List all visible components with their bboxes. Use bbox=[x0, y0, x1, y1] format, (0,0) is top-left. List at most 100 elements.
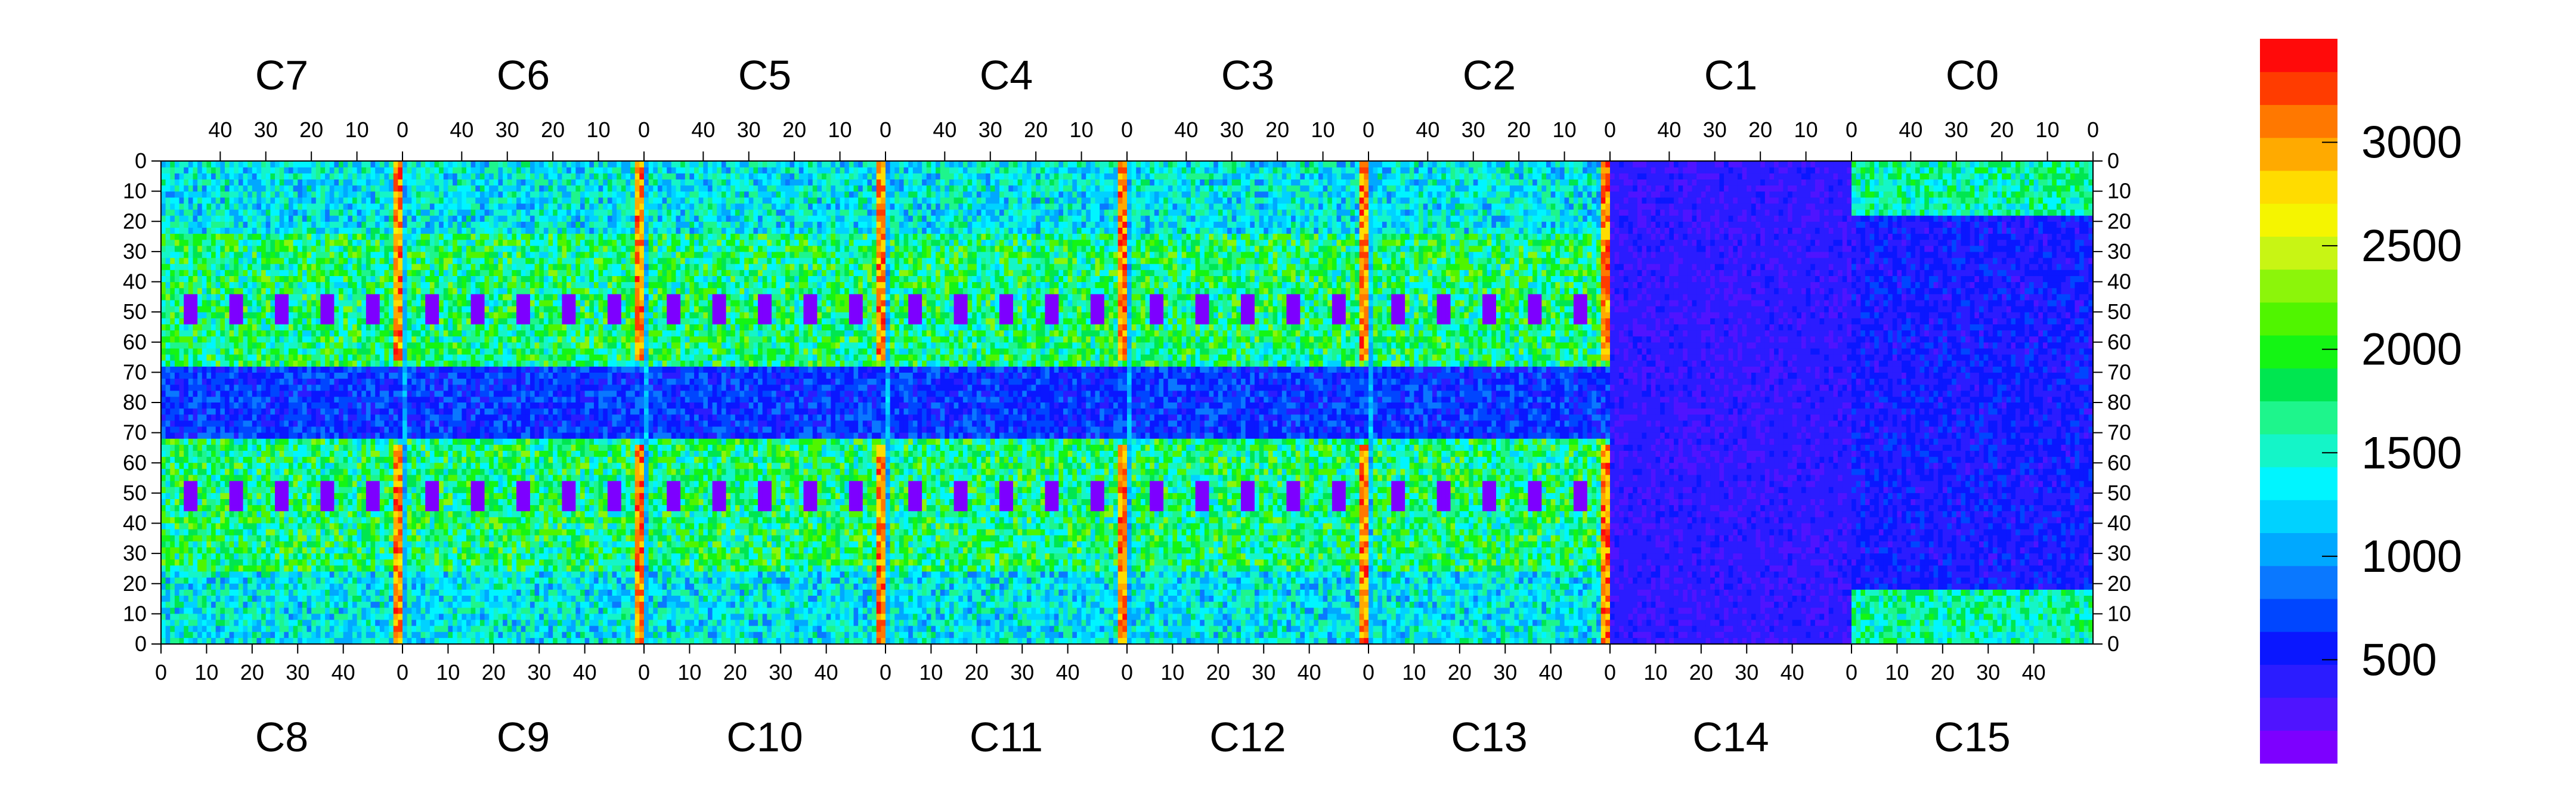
heatmap-cell bbox=[357, 475, 362, 482]
heatmap-cell bbox=[166, 234, 171, 240]
heatmap-cell bbox=[284, 348, 289, 355]
heatmap-cell bbox=[170, 275, 175, 282]
heatmap-cell bbox=[280, 596, 284, 602]
heatmap-cell bbox=[348, 318, 352, 324]
heatmap-cell bbox=[206, 559, 211, 566]
heatmap-cell bbox=[316, 469, 321, 475]
heatmap-cell bbox=[179, 336, 184, 343]
heatmap-cell bbox=[206, 209, 211, 216]
heatmap-cell bbox=[184, 463, 188, 469]
heatmap-cell bbox=[252, 553, 257, 560]
heatmap-cell bbox=[334, 234, 339, 240]
heatmap-cell bbox=[220, 203, 225, 210]
heatmap-cell bbox=[398, 391, 402, 397]
heatmap-cell bbox=[302, 481, 307, 488]
heatmap-cell bbox=[202, 487, 207, 494]
heatmap-cell bbox=[343, 475, 348, 482]
heatmap-cell bbox=[275, 264, 280, 270]
heatmap-cell bbox=[175, 535, 179, 542]
heatmap-cell bbox=[175, 379, 179, 385]
heatmap-cell bbox=[266, 185, 271, 192]
heatmap-cell bbox=[330, 602, 335, 608]
heatmap-cell bbox=[389, 209, 394, 216]
heatmap-cell bbox=[225, 336, 230, 343]
heatmap-cell bbox=[394, 379, 398, 385]
heatmap-cell bbox=[216, 270, 221, 276]
heatmap-cell bbox=[193, 524, 197, 530]
heatmap-cell bbox=[380, 535, 385, 542]
heatmap-cell bbox=[298, 385, 302, 391]
heatmap-cell bbox=[357, 578, 362, 584]
heatmap-cell bbox=[206, 246, 211, 252]
heatmap-cell bbox=[247, 475, 252, 482]
heatmap-cell bbox=[307, 535, 312, 542]
heatmap-cell bbox=[366, 584, 371, 590]
heatmap-cell bbox=[256, 584, 261, 590]
heatmap-cell bbox=[197, 203, 202, 210]
heatmap-cell bbox=[184, 439, 188, 445]
heatmap-cell bbox=[275, 451, 280, 457]
heatmap-cell bbox=[371, 517, 376, 524]
heatmap-cell bbox=[302, 354, 307, 361]
heatmap-cell bbox=[188, 451, 193, 457]
heatmap-cell bbox=[261, 445, 266, 451]
heatmap-cell bbox=[211, 457, 216, 463]
heatmap-cell bbox=[230, 246, 234, 252]
heatmap-cell bbox=[316, 602, 321, 608]
heatmap-cell bbox=[220, 620, 225, 627]
heatmap-cell bbox=[184, 215, 188, 222]
heatmap-cell bbox=[398, 348, 402, 355]
heatmap-cell bbox=[339, 300, 343, 306]
heatmap-cell bbox=[188, 246, 193, 252]
heatmap-cell bbox=[234, 433, 239, 439]
heatmap-cell bbox=[256, 493, 261, 500]
heatmap-cell bbox=[293, 451, 298, 457]
heatmap-cell bbox=[280, 547, 284, 554]
heatmap-cell bbox=[230, 408, 234, 415]
heatmap-cell bbox=[243, 433, 248, 439]
heatmap-cell bbox=[243, 258, 248, 264]
heatmap-cell bbox=[293, 330, 298, 337]
heatmap-cell bbox=[193, 517, 197, 524]
heatmap-cell bbox=[230, 559, 234, 566]
heatmap-cell bbox=[175, 288, 179, 295]
heatmap-cell bbox=[280, 173, 284, 179]
heatmap-cell bbox=[266, 372, 271, 379]
heatmap-cell bbox=[302, 252, 307, 258]
heatmap-cell bbox=[343, 391, 348, 397]
heatmap-cell bbox=[230, 379, 234, 385]
heatmap-cell bbox=[311, 330, 316, 337]
heatmap-cell bbox=[343, 240, 348, 246]
heatmap-cell bbox=[384, 318, 389, 324]
heatmap-cell bbox=[284, 270, 289, 276]
heatmap-cell bbox=[239, 451, 243, 457]
heatmap-cell bbox=[193, 402, 197, 409]
heatmap-cell bbox=[339, 572, 343, 578]
heatmap-cell bbox=[330, 282, 335, 289]
heatmap-cell bbox=[230, 530, 234, 536]
heatmap-cell bbox=[211, 366, 216, 373]
heatmap-cell bbox=[398, 282, 402, 289]
heatmap-cell bbox=[261, 234, 266, 240]
heatmap-cell bbox=[175, 414, 179, 421]
heatmap-cell bbox=[261, 209, 266, 216]
heatmap-cell bbox=[184, 330, 188, 337]
heatmap-cell bbox=[325, 167, 330, 174]
heatmap-cell bbox=[325, 511, 330, 518]
heatmap-cell bbox=[339, 185, 343, 192]
heatmap-cell bbox=[375, 306, 380, 312]
heatmap-cell bbox=[398, 173, 402, 179]
heatmap-cell bbox=[316, 414, 321, 421]
heatmap-cell bbox=[275, 179, 280, 185]
heatmap-cell bbox=[239, 547, 243, 554]
heatmap-cell bbox=[234, 234, 239, 240]
heatmap-cell bbox=[384, 433, 389, 439]
heatmap-cell bbox=[343, 397, 348, 403]
heatmap-cell bbox=[289, 318, 293, 324]
heatmap-cell bbox=[175, 330, 179, 337]
heatmap-cell bbox=[188, 234, 193, 240]
heatmap-cell bbox=[357, 191, 362, 198]
heatmap-cell bbox=[230, 632, 234, 639]
heatmap-cell bbox=[284, 372, 289, 379]
heatmap-cell bbox=[202, 524, 207, 530]
